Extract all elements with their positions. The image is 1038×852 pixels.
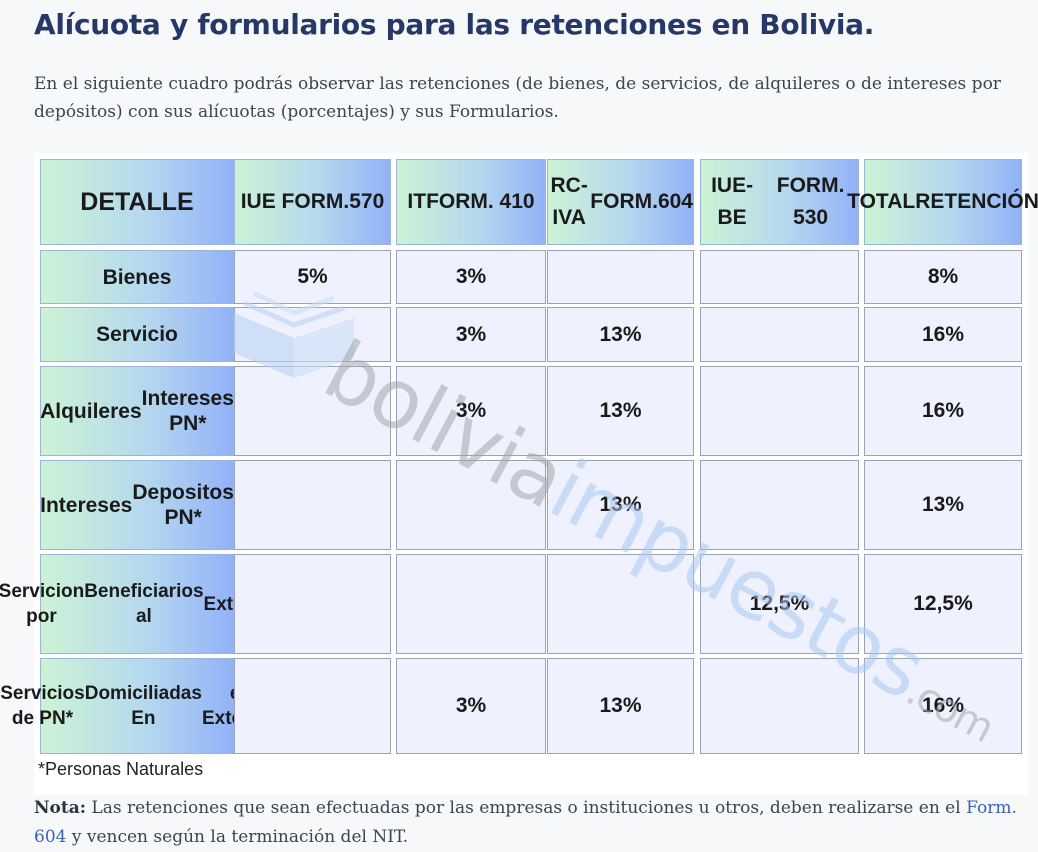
label-line: DETALLE — [80, 188, 194, 216]
rate-cell-alquileres-total-retencion: 16% — [864, 366, 1022, 456]
rate-cell-beneficiarios-exterior-iue-be-530: 12,5% — [700, 554, 859, 654]
rate-cell-bienes-iue-be-530 — [700, 250, 859, 304]
rate-cell-servicio-total-retencion: 16% — [864, 307, 1022, 362]
row-label-servicio: Servicio — [40, 307, 234, 362]
label-line: Intereses PN* — [141, 387, 234, 435]
rate-cell-intereses-depositos-rc-iva-604: 13% — [547, 460, 694, 550]
footnote: *Personas Naturales — [38, 759, 204, 779]
header-it-410: IT FORM. 410 — [396, 159, 546, 245]
rate-cell-beneficiarios-exterior-total-retencion: 12,5% — [864, 554, 1022, 654]
header-total-retencion: TOTAL RETENCIÓN — [847, 159, 1038, 245]
label-line: Alquileres — [40, 399, 142, 423]
rate-cell-intereses-depositos-iue-570 — [234, 460, 391, 550]
rate-cell-beneficiarios-exterior-it-410 — [396, 554, 546, 654]
rate-cell-beneficiarios-exterior-rc-iva-604 — [547, 554, 694, 654]
rate-cell-alquileres-iue-be-530 — [700, 366, 859, 456]
rate-cell-servicio-iue-570 — [234, 307, 391, 362]
retention-table: DETALLE IUE FORM. 570 IT FORM. 410 RC-IVA FORM… — [0, 153, 1038, 795]
rate-cell-servicios-pn-exterior-rc-iva-604: 13% — [547, 658, 694, 754]
label-line: Bienes — [102, 265, 172, 289]
note-text-after: y vencen según la terminación del NIT. — [66, 827, 409, 847]
label-line: IUE FORM. — [240, 190, 350, 213]
label-line: FORM. 530 — [776, 174, 845, 229]
row-label-intereses-depositos: Intereses Depositos PN* — [40, 460, 234, 550]
note-label: Nota: — [34, 798, 87, 818]
label-line: RETENCIÓN — [915, 190, 1038, 213]
label-line: Intereses — [40, 493, 133, 517]
rate-cell-intereses-depositos-total-retencion: 13% — [864, 460, 1022, 550]
label-line: IUE-BE — [711, 174, 754, 229]
header-rc-iva-604: RC-IVA FORM.604 — [547, 159, 694, 245]
note-paragraph: Nota: Las retenciones que sean efectuada… — [34, 794, 1024, 852]
label-line: Beneficiarios al — [84, 581, 204, 627]
rate-cell-bienes-total-retencion: 8% — [864, 250, 1022, 304]
row-label-bienes: Bienes — [40, 250, 234, 304]
label-line: FORM.604 — [590, 190, 693, 213]
label-line: FORM. 410 — [426, 190, 535, 213]
label-line: Servicion por — [0, 581, 85, 627]
header-detalle: DETALLE — [40, 159, 234, 245]
rate-cell-bienes-it-410: 3% — [396, 250, 546, 304]
label-line: Servicios de PN* — [0, 683, 85, 729]
rate-cell-beneficiarios-exterior-iue-570 — [234, 554, 391, 654]
label-line: TOTAL — [847, 190, 916, 213]
header-iue-570: IUE FORM. 570 — [234, 159, 391, 245]
rate-cell-servicio-it-410: 3% — [396, 307, 546, 362]
rate-cell-servicio-iue-be-530 — [700, 307, 859, 362]
label-line: RC-IVA — [550, 174, 588, 229]
page-title: Alícuota y formularios para las retencio… — [34, 8, 875, 41]
rate-cell-intereses-depositos-iue-be-530 — [700, 460, 859, 550]
rate-cell-servicios-pn-exterior-iue-be-530 — [700, 658, 859, 754]
label-line: Servicio — [96, 323, 178, 346]
rate-cell-alquileres-iue-570 — [234, 366, 391, 456]
rate-cell-servicios-pn-exterior-total-retencion: 16% — [864, 658, 1022, 754]
rate-cell-servicios-pn-exterior-it-410: 3% — [396, 658, 546, 754]
intro-paragraph: En el siguiente cuadro podrás observar l… — [34, 74, 1001, 122]
label-line: IT — [407, 190, 427, 213]
note-text-before: Las retenciones que sean efectuadas por … — [86, 798, 967, 818]
row-label-alquileres: Alquileres Intereses PN* — [40, 366, 234, 456]
label-line: Domiciliadas En — [84, 683, 202, 729]
label-line: Depositos PN* — [132, 481, 234, 529]
header-iue-be-530: IUE-BE FORM. 530 — [700, 159, 859, 245]
rate-cell-intereses-depositos-it-410 — [396, 460, 546, 550]
label-line: 570 — [349, 190, 385, 213]
rate-cell-servicio-rc-iva-604: 13% — [547, 307, 694, 362]
rate-cell-bienes-iue-570: 5% — [234, 250, 391, 304]
rate-cell-servicios-pn-exterior-iue-570 — [234, 658, 391, 754]
rate-cell-alquileres-rc-iva-604: 13% — [547, 366, 694, 456]
rate-cell-alquileres-it-410: 3% — [396, 366, 546, 456]
form-604-link[interactable]: Form. 604 — [34, 798, 1017, 847]
rate-cell-bienes-rc-iva-604 — [547, 250, 694, 304]
